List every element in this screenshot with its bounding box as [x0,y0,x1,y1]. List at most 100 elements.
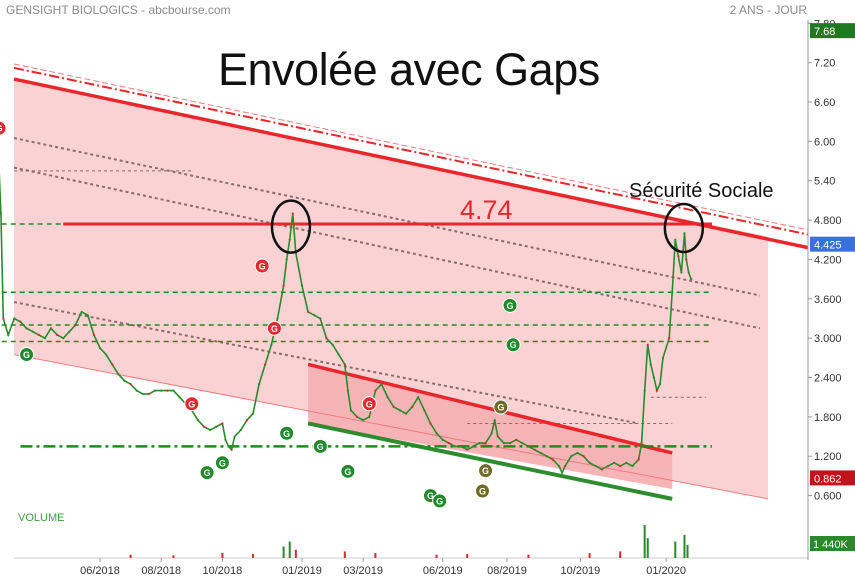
gap-marker: G [279,425,295,441]
channel-zone [14,79,768,499]
x-tick-label: 08/2019 [487,565,527,577]
mid-trend-line [13,137,761,297]
y-tick-label: 2.400 [814,373,842,385]
volume-bar [172,555,175,558]
resistance-level-label: 4.74 [460,195,513,225]
volume-bar [646,538,649,558]
gap-marker-letter: G [283,429,290,439]
price-point [31,330,34,333]
y-tick-label: 7.20 [814,58,835,70]
volume-bar [643,525,646,558]
price-tag: 4.425 [810,236,855,252]
price-point [325,337,328,340]
price-point [80,310,83,314]
volume-bar [619,551,622,558]
price-point [398,409,401,412]
price-point [435,432,438,435]
price-point [594,464,597,468]
volume-bar [674,541,677,558]
recent-peak-circle [663,202,705,254]
price-point [276,317,279,320]
price-point [551,458,554,461]
price-point [515,438,518,441]
gap-marker: G [340,463,356,479]
gap-marker: G [266,320,282,336]
gap-marker-disc [19,347,35,363]
price-point [564,464,567,468]
gap-marker: G [19,347,35,363]
channel-lower-line [13,354,769,500]
price-point [74,323,77,327]
price-point [545,455,548,458]
gap-marker-letter: G [427,491,434,501]
gap-marker-disc [312,438,328,454]
price-point [153,389,157,392]
price-point [423,409,426,412]
y-tick-label: 5.40 [814,176,835,188]
gap-marker-disc [493,399,509,415]
price-point [319,317,322,320]
price-point [92,333,95,336]
lower-trend-line [13,301,639,425]
price-point [313,314,316,317]
price-point [123,379,126,382]
price-point [661,356,665,359]
y-tick-label: 6.00 [814,136,835,148]
price-point [349,409,353,412]
volume-label: VOLUME [18,512,65,524]
price-point [331,343,334,346]
x-tick-label: 06/2018 [80,565,120,577]
price-point [668,337,671,340]
price-point [588,461,591,464]
price-point [306,310,310,314]
price-point [230,448,233,451]
gap-marker-letter: G [271,324,278,334]
chart-header-period: 2 ANS - JOUR [729,3,807,17]
price-point [441,438,444,441]
gap-marker-letter: G [204,468,211,478]
price-point [429,422,432,425]
price-point [245,419,248,422]
price-point [600,468,603,471]
price-point [637,458,640,461]
price-point [343,363,346,366]
price-point [557,464,561,468]
gap-marker-letter: G [479,487,486,497]
price-point [141,392,144,396]
price-point [135,389,138,392]
price-point [447,442,450,445]
price-point [258,382,261,386]
x-tick-label: 01/2020 [646,565,686,577]
price-point [362,419,365,422]
price-point [453,445,457,448]
volume-bar [435,554,438,558]
gap-marker-disc [478,463,494,479]
price-point [49,327,53,330]
price-point [239,428,242,432]
gap-marker-disc [340,463,356,479]
price-point [496,435,499,438]
price-point [172,389,175,392]
inner-resistance-line [307,362,673,455]
price-tag-box [810,236,855,252]
price-point [484,442,487,445]
y-tick-label: 6.60 [814,97,835,109]
price-point [215,425,218,428]
y-tick-label: 4.200 [814,254,842,266]
price-point [404,412,408,415]
price-point [196,419,200,422]
gap-marker-disc [266,320,282,336]
price-point [493,419,496,422]
price-point [560,471,564,474]
price-tag-label: 0.862 [814,473,842,485]
price-point [300,284,304,287]
price-point [466,448,469,451]
price-point [98,346,102,350]
volume-bar [686,544,689,558]
gap-marker-letter: G [188,399,195,409]
price-point [649,363,652,366]
volume-bar [527,554,530,558]
price-point [392,405,395,409]
price-point [202,425,206,428]
gap-marker-disc [505,337,521,353]
